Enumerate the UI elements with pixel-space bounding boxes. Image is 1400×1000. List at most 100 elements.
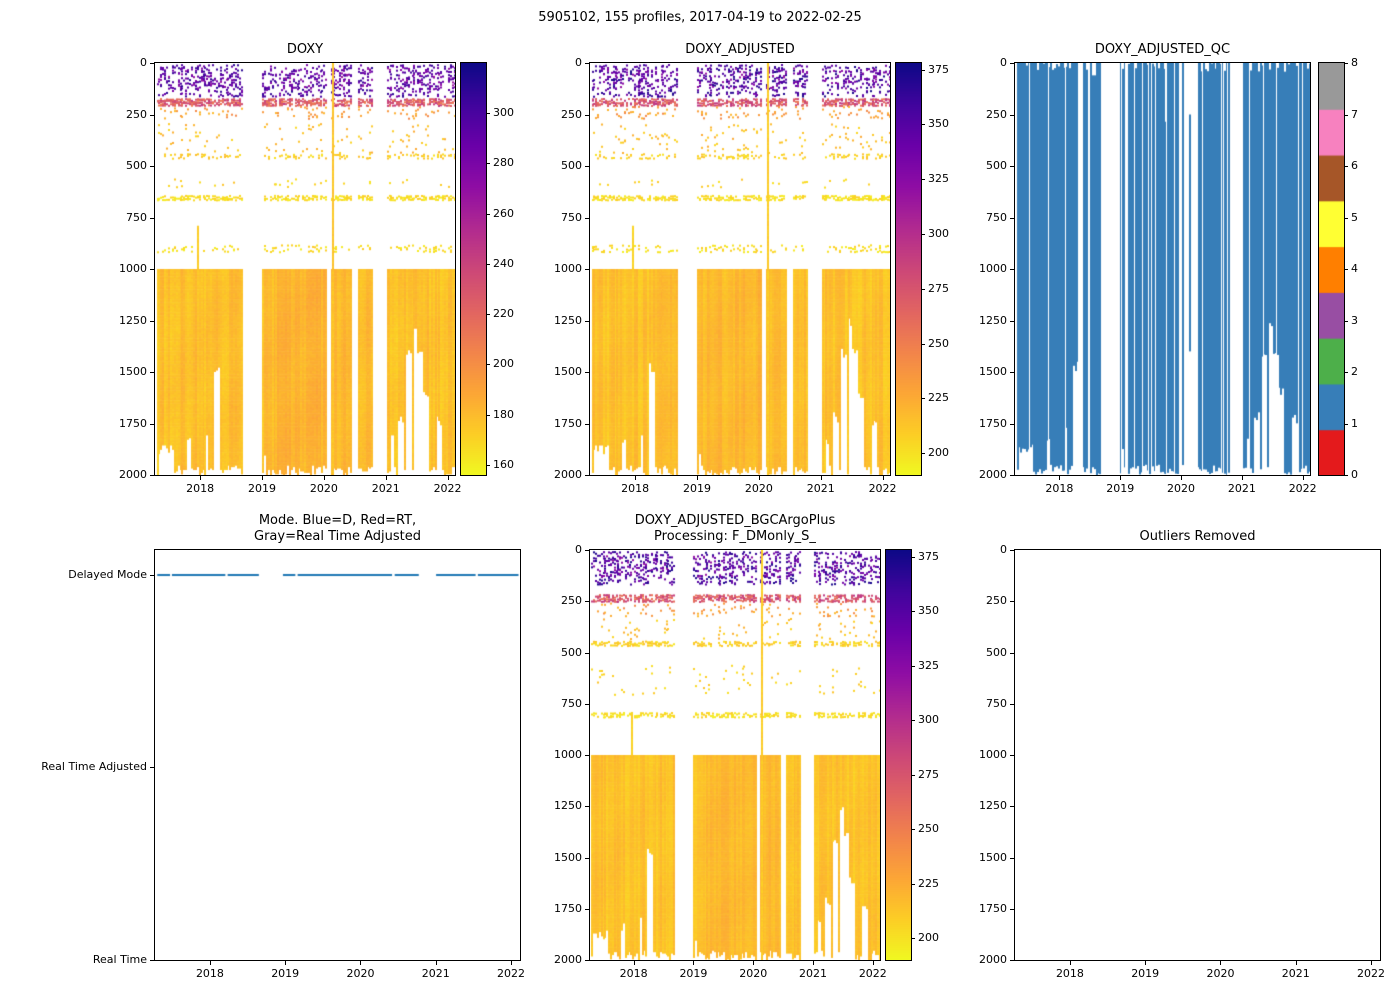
colorbar-tick-label: 200 [918,931,939,945]
y-tick-label: 1750 [979,416,1007,430]
y-category-label: Real Time [92,953,147,966]
tick-mark [758,476,760,480]
x-tick-label: 2022 [433,482,462,495]
tick-mark [1145,961,1147,965]
colorbar-tick-label: 350 [928,117,949,131]
tick-mark [435,961,437,965]
tick-mark [487,213,490,215]
tick-mark [1010,908,1014,910]
x-tick-label: 2022 [868,482,897,495]
tick-mark [912,774,915,776]
tick-mark [753,961,755,965]
tick-mark [585,63,589,64]
colorbar-tick-label: 250 [928,336,949,350]
tick-mark [487,464,490,466]
y-tick-label: 1750 [979,901,1007,915]
y-tick-label: 1250 [554,799,582,813]
y-tick-label: 500 [986,159,1007,172]
tick-mark [912,665,915,667]
mode-line-canvas [155,550,520,960]
x-tick-label: 2022 [1288,482,1317,495]
y-tick-label: 500 [986,645,1007,659]
y-tick-label: 250 [561,594,582,608]
x-tick-label: 2021 [1281,967,1310,980]
y-category-label: Delayed Mode [68,568,147,581]
y-tick-label: 500 [126,159,147,172]
colorbar-doxy-adjusted [895,62,922,476]
y-tick-label: 2000 [119,468,147,481]
tick-mark [1345,166,1348,167]
tick-mark [487,113,490,115]
tick-mark [1345,423,1348,425]
colorbar-tick-label: 350 [918,604,939,618]
colorbar-tick-label: 5 [1351,210,1358,224]
tick-mark [510,961,512,965]
tick-mark [585,857,589,859]
tick-mark [1302,476,1304,480]
colorbar-tick-label: 6 [1351,159,1358,172]
tick-mark [585,550,589,551]
x-tick-label: 2019 [1131,967,1160,980]
x-tick-label: 2018 [186,482,215,495]
tick-mark [150,475,154,476]
figure-suptitle: 5905102, 155 profiles, 2017-04-19 to 202… [538,10,862,25]
colorbar-tick-label: 220 [493,307,514,321]
tick-mark [1345,475,1348,476]
colorbar-tick-label: 375 [918,549,939,563]
tick-mark [820,476,822,480]
y-tick-label: 500 [561,159,582,172]
tick-mark [922,179,925,181]
tick-mark [1010,550,1014,551]
x-tick-label: 2020 [744,482,773,495]
colorbar-canvas-doxy-adjusted [896,63,921,475]
heatmap-canvas-doxy-adjusted [590,63,890,475]
tick-mark [912,883,915,885]
heatmap-canvas-doxy-adjusted-qc [1015,63,1310,475]
tick-mark [585,703,589,705]
y-tick-label: 1500 [554,850,582,864]
tick-mark [262,476,263,480]
tick-mark [882,476,884,480]
y-category-label: Real Time Adjusted [41,760,147,774]
y-tick-label: 250 [986,107,1007,121]
tick-mark [633,961,635,965]
tick-mark [585,806,589,808]
tick-mark [1010,652,1014,654]
y-tick-label: 250 [561,107,582,121]
colorbar-tick-label: 325 [928,172,949,186]
y-tick-label: 2000 [554,953,582,966]
colorbar-tick-label: 250 [918,822,939,836]
colorbar-tick-label: 200 [928,446,949,460]
x-tick-label: 2020 [739,967,768,980]
plot-area-doxy-adjusted-qc [1014,62,1311,476]
tick-mark [1345,114,1348,116]
colorbar-tick-label: 0 [1351,468,1358,481]
tick-mark [150,423,154,425]
subplot-title-outliers: Outliers Removed [1139,529,1256,544]
y-tick-label: 1500 [119,365,147,378]
tick-mark [1010,423,1014,425]
tick-mark [1010,320,1014,322]
x-tick-label: 2018 [1055,967,1084,980]
x-tick-label: 2022 [1356,967,1385,980]
x-tick-label: 2021 [1227,482,1256,495]
tick-mark [1295,961,1297,965]
colorbar-tick-label: 375 [928,62,949,76]
tick-mark [1010,166,1014,167]
tick-mark [1120,476,1122,480]
y-tick-label: 0 [1000,56,1007,69]
colorbar-tick-label: 2 [1351,365,1358,378]
tick-mark [487,263,490,265]
plot-area-outliers [1014,549,1381,961]
tick-mark [285,961,287,965]
y-tick-label: 0 [140,56,147,69]
colorbar-tick-label: 275 [928,281,949,295]
subplot-title-mode: Mode. Blue=D, Red=RT, Gray=Real Time Adj… [254,513,421,544]
tick-mark [360,961,362,965]
tick-mark [200,476,202,480]
y-tick-label: 1000 [979,262,1007,275]
tick-mark [1220,961,1222,965]
y-tick-label: 0 [575,56,582,69]
tick-mark [585,320,589,322]
x-tick-label: 2021 [806,482,835,495]
